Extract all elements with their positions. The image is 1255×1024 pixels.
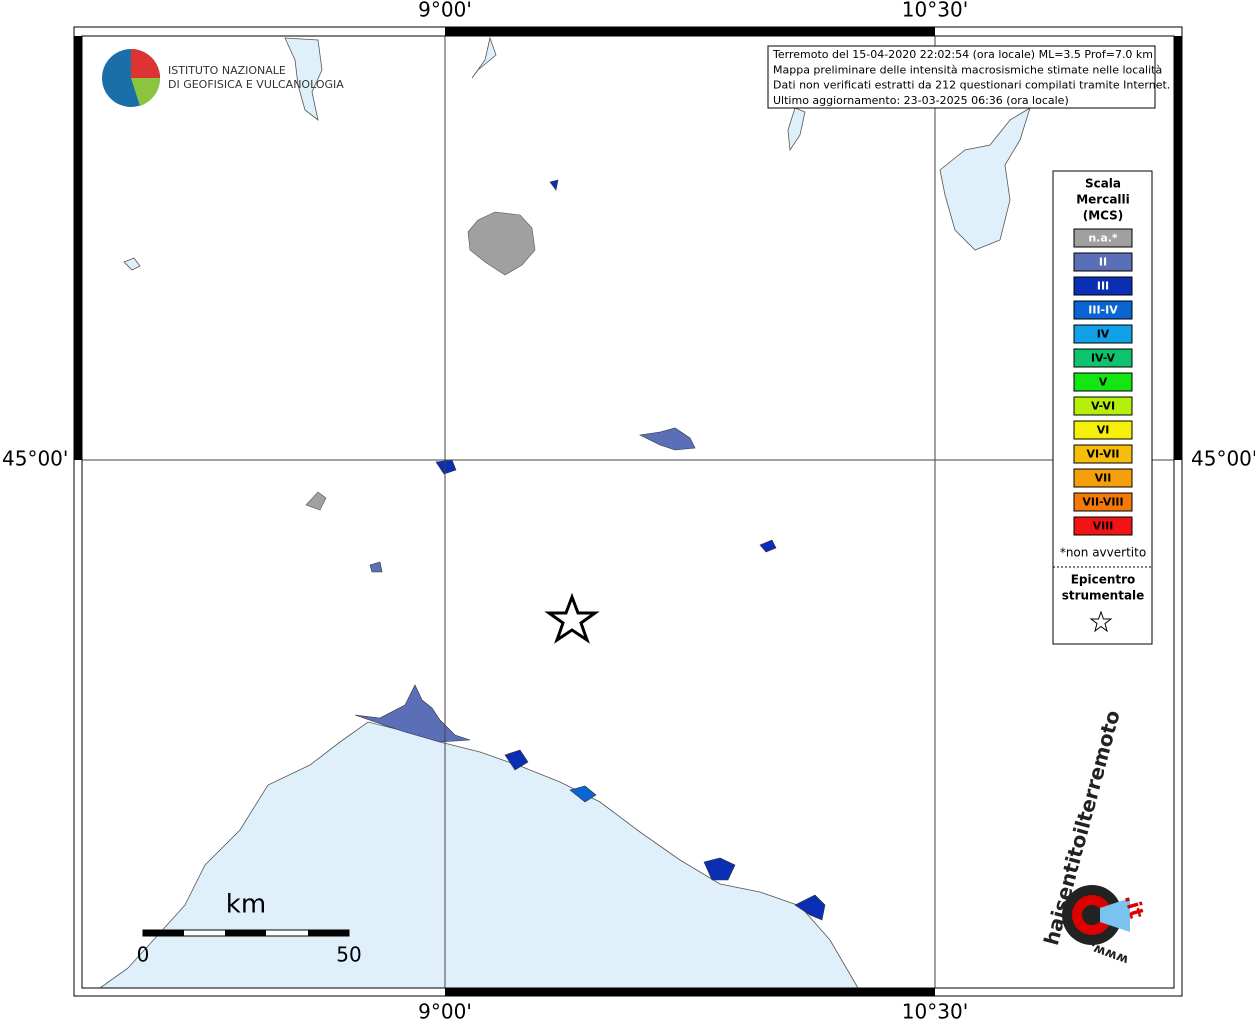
lon-label: 9°00' [418,1000,472,1024]
frame-bar [1174,36,1182,460]
legend-swatch [1073,276,1133,296]
legend-label: III [1097,280,1109,293]
logo-globe [131,49,160,78]
legend-label: IV-V [1091,352,1116,365]
info-line: Ultimo aggiornamento: 23-03-2025 06:36 (… [773,94,1069,107]
legend-swatch [1073,372,1133,392]
legend-swatch [1073,468,1133,488]
area-na [467,211,536,276]
area-na [305,491,327,511]
area-iii [549,179,559,191]
legend-label: VI-VII [1086,448,1119,461]
scale-bar [143,930,184,936]
frame-bar [445,988,935,996]
area-iii [504,749,529,771]
legend-label: II [1099,256,1107,269]
legend-swatch [1073,300,1133,320]
epicenter [544,592,600,644]
lake [123,257,141,271]
legend-label: VII-VIII [1082,496,1123,509]
frame-bar [445,27,935,36]
site-logo [1082,905,1102,925]
info-line: Terremoto del 15-04-2020 22:02:54 (ora l… [772,48,1153,61]
lat-label: 45°00' [2,447,68,471]
scale-tick: 0 [137,943,150,967]
lon-label: 9°00' [418,0,472,22]
legend-swatch [1073,420,1133,440]
area-iii [759,539,777,553]
logo-text: DI GEOFISICA E VULCANOLOGIA [168,78,344,91]
legend-label: VII [1095,472,1112,485]
legend-label: VIII [1093,520,1114,533]
legend-swatch [1073,492,1133,512]
site-logo [1100,898,1130,932]
area-ii [639,427,696,451]
lat-label: 45°00' [1191,447,1255,471]
lake [939,107,1031,251]
legend-swatch [1073,516,1133,536]
scale-bar [308,930,349,936]
legend-label: III-IV [1088,304,1118,317]
info-lines: Terremoto del 15-04-2020 22:02:54 (ora l… [772,48,1170,107]
legend-epicenter: strumentale [1062,589,1145,603]
legend-swatch [1073,348,1133,368]
lake [284,37,323,121]
legend-epicenter: Epicentro [1071,573,1136,587]
legend-label: n.a.* [1088,232,1118,245]
area-iii [703,857,736,881]
legend-title: (MCS) [1083,209,1124,223]
legend-star [1089,610,1113,633]
legend-swatch [1073,324,1133,344]
legend-label: V-VI [1091,400,1115,413]
legend-note: *non avvertito [1060,546,1146,560]
scale-bar [225,930,266,936]
lon-label: 10°30' [902,0,968,22]
info-line: Mappa preliminare delle intensità macros… [773,63,1162,76]
area-ii [369,561,383,573]
legend-swatch [1073,396,1133,416]
legend-swatch [1073,252,1133,272]
legend-label: IV [1097,328,1110,341]
legend-swatch [1073,228,1133,248]
logo-text: ISTITUTO NAZIONALE [168,64,286,77]
lake [787,107,806,152]
legend-title: Scala [1085,177,1121,191]
legend-swatch [1073,444,1133,464]
frame-bar [74,36,82,460]
legend-label: V [1099,376,1108,389]
logo-globe [131,78,161,106]
sea [98,721,859,989]
lake [471,36,497,79]
lon-label: 10°30' [902,1000,968,1024]
area-iii [435,459,457,475]
scale-tick: 50 [336,943,361,967]
scale-unit: km [226,890,266,920]
info-box [767,45,1156,109]
area-iii-iv [569,785,597,803]
legend-title: Mercalli [1076,193,1130,207]
info-line: Dati non verificati estratti da 212 ques… [773,79,1170,92]
area-ii [354,684,471,743]
area-iii [794,894,826,921]
legend: ScalaMercalli(MCS)n.a.*IIIIIIII-IVIVIV-V… [1060,177,1146,603]
legend-label: VI [1097,424,1110,437]
